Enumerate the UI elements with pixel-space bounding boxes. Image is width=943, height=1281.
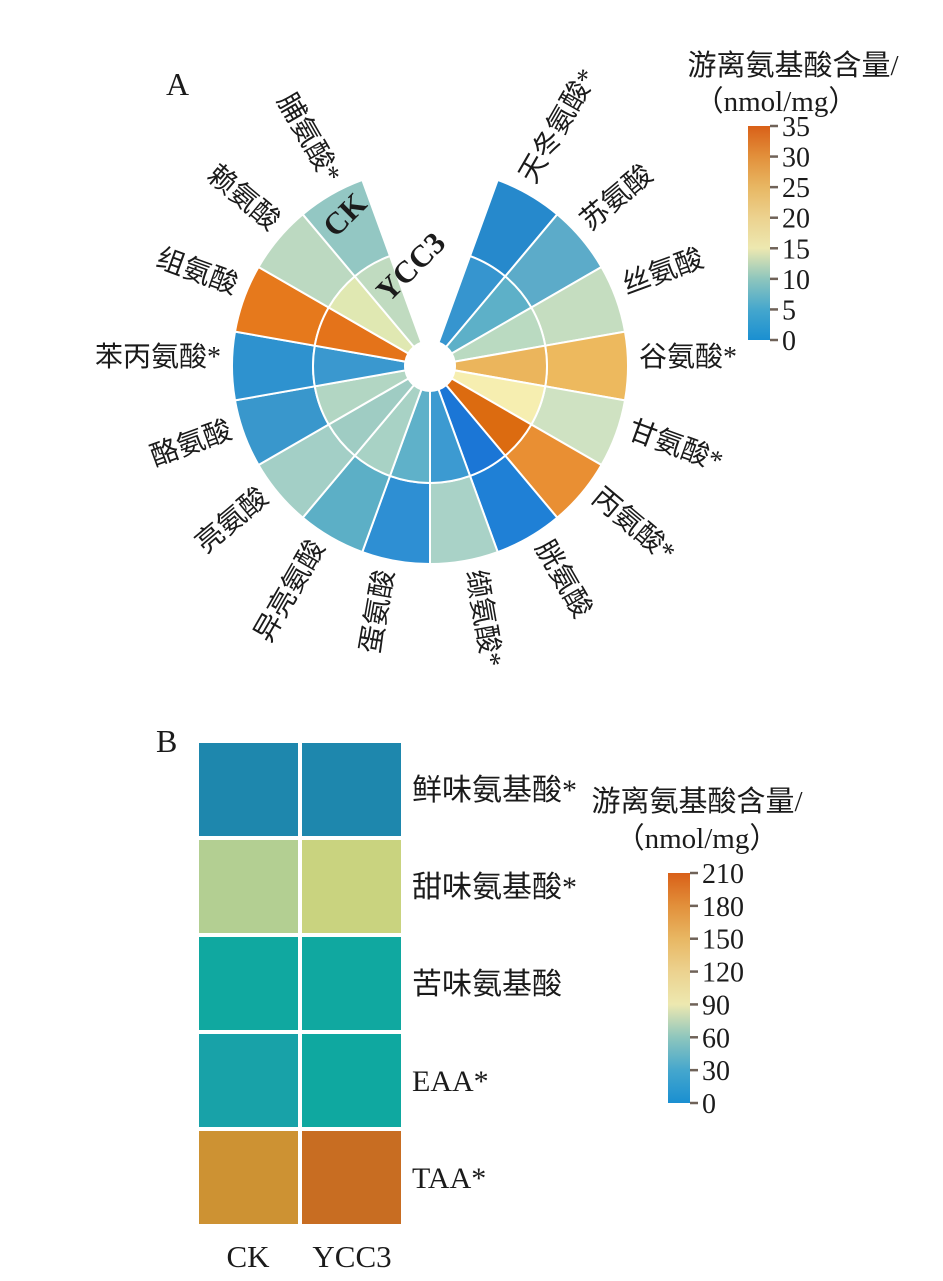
category-label-6: 胱氨酸 (528, 535, 598, 624)
cbarA-gradient-bar (748, 126, 770, 340)
heatmap-cell-0-1 (302, 743, 401, 836)
legend-b-title-line1: 游离氨基酸含量/ (591, 785, 803, 818)
polar-cell-ycc3-15 (353, 254, 423, 349)
polar-heatmap-wedges (231, 178, 629, 566)
category-label-12: 苯丙氨酸* (95, 341, 221, 373)
heatmap-cell-2-0 (199, 937, 298, 1030)
cbarA-tick-label: 30 (782, 143, 810, 174)
category-label-15: 脯氨酸* (270, 88, 347, 189)
cbarB-tick-label: 180 (702, 892, 744, 923)
category-label-14: 赖氨酸 (201, 159, 286, 238)
category-label-7: 缬氨酸* (459, 567, 508, 669)
cbarA-tick-label: 0 (782, 326, 796, 357)
cbarA-tick-label: 25 (782, 173, 810, 204)
cbarA-tick-label: 15 (782, 234, 810, 265)
category-label-8: 蛋氨酸 (355, 567, 401, 655)
panel-b-heatmap: B 鲜味氨基酸* 甜味氨基酸* 苦味氨基酸 EAA* TAA* CK YCC3 … (156, 723, 803, 1274)
category-label-1: 苏氨酸 (574, 159, 659, 238)
col-label-ycc3: YCC3 (312, 1239, 391, 1274)
heatmap-cells (199, 743, 401, 1224)
category-label-10: 亮氨酸 (189, 481, 274, 560)
row-label-taa: TAA* (412, 1162, 486, 1195)
category-label-5: 丙氨酸* (586, 481, 682, 569)
category-label-0: 天冬氨酸* (513, 63, 604, 188)
heatmap-cell-3-1 (302, 1034, 401, 1127)
legend-b-title-line2: （nmol/mg） (616, 823, 779, 855)
cbarA-tick-label: 35 (782, 112, 810, 143)
heatmap-cell-1-0 (199, 840, 298, 933)
legend-a-title-line2: （nmol/mg） (695, 86, 858, 118)
heatmap-cell-4-0 (199, 1131, 298, 1224)
heatmap-cell-0-0 (199, 743, 298, 836)
row-label-sweet: 甜味氨基酸* (412, 871, 577, 904)
cbarB-tick-label: 120 (702, 958, 744, 989)
cbarA-tick-label: 10 (782, 265, 810, 296)
legend-a-title-line1: 游离氨基酸含量/ (687, 49, 899, 82)
cbarB-tick-label: 90 (702, 990, 730, 1021)
category-label-4: 甘氨酸* (624, 414, 727, 478)
heatmap-cell-3-0 (199, 1034, 298, 1127)
cbarB-tick-label: 0 (702, 1089, 716, 1120)
cbarB-tick-label: 150 (702, 925, 744, 956)
cbarB-gradient-bar (668, 873, 690, 1103)
row-label-umami: 鲜味氨基酸* (412, 774, 577, 807)
category-label-13: 组氨酸 (152, 242, 242, 301)
heatmap-cell-4-1 (302, 1131, 401, 1224)
category-label-9: 异亮氨酸 (248, 535, 332, 648)
cbarB-tick-label: 30 (702, 1056, 730, 1087)
cbarB-tick-label: 210 (702, 859, 744, 890)
col-label-ck: CK (226, 1239, 270, 1274)
heatmap-cell-2-1 (302, 937, 401, 1030)
cbarB-tick-label: 60 (702, 1023, 730, 1054)
row-label-bitter: 苦味氨基酸 (412, 968, 562, 1001)
heatmap-cell-1-1 (302, 840, 401, 933)
panel-b-letter: B (156, 723, 177, 759)
category-label-11: 酪氨酸 (146, 414, 236, 473)
cbarA-tick-label: 20 (782, 204, 810, 235)
panel-a-letter: A (166, 66, 189, 102)
category-label-3: 谷氨酸* (639, 341, 737, 373)
row-label-eaa: EAA* (412, 1065, 489, 1098)
cbarA-tick-label: 5 (782, 295, 796, 326)
category-label-2: 丝氨酸 (618, 242, 708, 301)
